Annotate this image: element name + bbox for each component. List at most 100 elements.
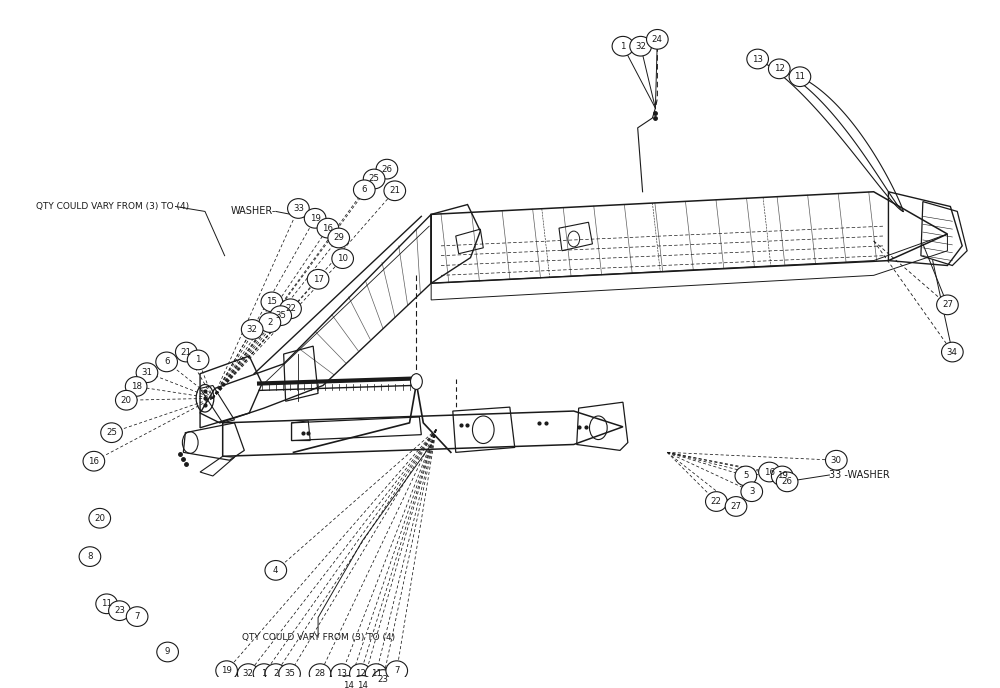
Ellipse shape bbox=[156, 352, 177, 372]
Ellipse shape bbox=[288, 199, 309, 218]
Text: 16: 16 bbox=[88, 457, 99, 466]
Ellipse shape bbox=[942, 342, 963, 362]
Ellipse shape bbox=[261, 292, 283, 312]
Ellipse shape bbox=[328, 228, 350, 248]
Text: 14: 14 bbox=[357, 681, 368, 688]
Text: 11: 11 bbox=[101, 599, 112, 608]
Text: 34: 34 bbox=[947, 347, 958, 356]
Text: 33 -WASHER: 33 -WASHER bbox=[829, 470, 890, 480]
Ellipse shape bbox=[647, 30, 668, 49]
Ellipse shape bbox=[735, 466, 757, 486]
Ellipse shape bbox=[789, 67, 811, 87]
Text: 24: 24 bbox=[652, 35, 663, 44]
Ellipse shape bbox=[350, 664, 371, 683]
Ellipse shape bbox=[768, 59, 790, 78]
Text: 4: 4 bbox=[273, 566, 279, 575]
Text: 17: 17 bbox=[313, 275, 324, 283]
Ellipse shape bbox=[307, 270, 329, 289]
Text: 12: 12 bbox=[774, 65, 785, 74]
Text: 32: 32 bbox=[247, 325, 258, 334]
Ellipse shape bbox=[372, 669, 394, 688]
Text: QTY COULD VARY FROM (3) TO (4): QTY COULD VARY FROM (3) TO (4) bbox=[36, 202, 189, 211]
Text: 12: 12 bbox=[355, 669, 366, 678]
Ellipse shape bbox=[612, 36, 634, 56]
Text: 14: 14 bbox=[343, 681, 354, 688]
Text: QTY COULD VARY FROM (3) TO (4): QTY COULD VARY FROM (3) TO (4) bbox=[242, 633, 395, 642]
Ellipse shape bbox=[331, 664, 352, 683]
Ellipse shape bbox=[304, 208, 326, 228]
Text: 27: 27 bbox=[942, 301, 953, 310]
Ellipse shape bbox=[115, 390, 137, 410]
Text: 29: 29 bbox=[333, 233, 344, 242]
Ellipse shape bbox=[101, 423, 122, 442]
Ellipse shape bbox=[83, 451, 105, 471]
Text: 19: 19 bbox=[310, 214, 321, 223]
Text: 28: 28 bbox=[315, 669, 326, 678]
Ellipse shape bbox=[771, 466, 793, 486]
Ellipse shape bbox=[352, 676, 373, 688]
Text: 11: 11 bbox=[794, 72, 805, 81]
Text: 26: 26 bbox=[782, 477, 793, 486]
Text: 33: 33 bbox=[293, 204, 304, 213]
Ellipse shape bbox=[136, 363, 158, 383]
Text: 6: 6 bbox=[164, 357, 169, 367]
Ellipse shape bbox=[241, 320, 263, 339]
Text: 20: 20 bbox=[121, 396, 132, 405]
Ellipse shape bbox=[175, 342, 197, 362]
Text: 5: 5 bbox=[743, 471, 749, 480]
Text: 11: 11 bbox=[371, 669, 382, 678]
Text: 16: 16 bbox=[322, 224, 333, 233]
Ellipse shape bbox=[279, 664, 300, 683]
Text: 7: 7 bbox=[394, 666, 399, 675]
Ellipse shape bbox=[89, 508, 111, 528]
Ellipse shape bbox=[309, 664, 331, 683]
Ellipse shape bbox=[411, 374, 422, 389]
Ellipse shape bbox=[265, 664, 287, 683]
Text: 35: 35 bbox=[284, 669, 295, 678]
Text: 30: 30 bbox=[831, 455, 842, 464]
Text: 18: 18 bbox=[131, 382, 142, 391]
Ellipse shape bbox=[741, 482, 763, 502]
Text: 1: 1 bbox=[620, 42, 626, 51]
Ellipse shape bbox=[706, 492, 727, 511]
Ellipse shape bbox=[338, 676, 359, 688]
Text: 26: 26 bbox=[381, 164, 392, 173]
Ellipse shape bbox=[157, 642, 178, 662]
Ellipse shape bbox=[353, 180, 375, 200]
Ellipse shape bbox=[363, 169, 385, 189]
Text: 16: 16 bbox=[764, 468, 775, 477]
Ellipse shape bbox=[725, 497, 747, 516]
Text: 2: 2 bbox=[267, 318, 273, 327]
Text: 31: 31 bbox=[141, 368, 152, 377]
Ellipse shape bbox=[187, 350, 209, 369]
Ellipse shape bbox=[365, 664, 387, 683]
Ellipse shape bbox=[386, 661, 408, 680]
Text: 21: 21 bbox=[389, 186, 400, 195]
Ellipse shape bbox=[280, 299, 301, 319]
Ellipse shape bbox=[109, 601, 130, 621]
Text: WASHER-: WASHER- bbox=[230, 206, 276, 217]
Ellipse shape bbox=[253, 664, 275, 683]
Text: 13: 13 bbox=[336, 669, 347, 678]
Text: 32: 32 bbox=[243, 669, 254, 678]
Ellipse shape bbox=[376, 160, 398, 179]
Ellipse shape bbox=[126, 607, 148, 626]
Ellipse shape bbox=[79, 547, 101, 566]
Text: 25: 25 bbox=[369, 175, 380, 184]
Ellipse shape bbox=[259, 313, 281, 332]
Text: 35: 35 bbox=[275, 311, 286, 320]
Text: 19: 19 bbox=[777, 471, 788, 480]
Ellipse shape bbox=[776, 472, 798, 492]
Text: 10: 10 bbox=[337, 254, 348, 263]
Ellipse shape bbox=[332, 249, 353, 268]
Text: 22: 22 bbox=[285, 304, 296, 313]
Text: 32: 32 bbox=[635, 42, 646, 51]
Ellipse shape bbox=[759, 462, 780, 482]
Text: 1: 1 bbox=[195, 356, 201, 365]
Ellipse shape bbox=[937, 295, 958, 314]
Ellipse shape bbox=[237, 664, 259, 683]
Ellipse shape bbox=[125, 376, 147, 396]
Text: 13: 13 bbox=[752, 54, 763, 63]
Ellipse shape bbox=[96, 594, 117, 614]
Text: 15: 15 bbox=[266, 297, 277, 306]
